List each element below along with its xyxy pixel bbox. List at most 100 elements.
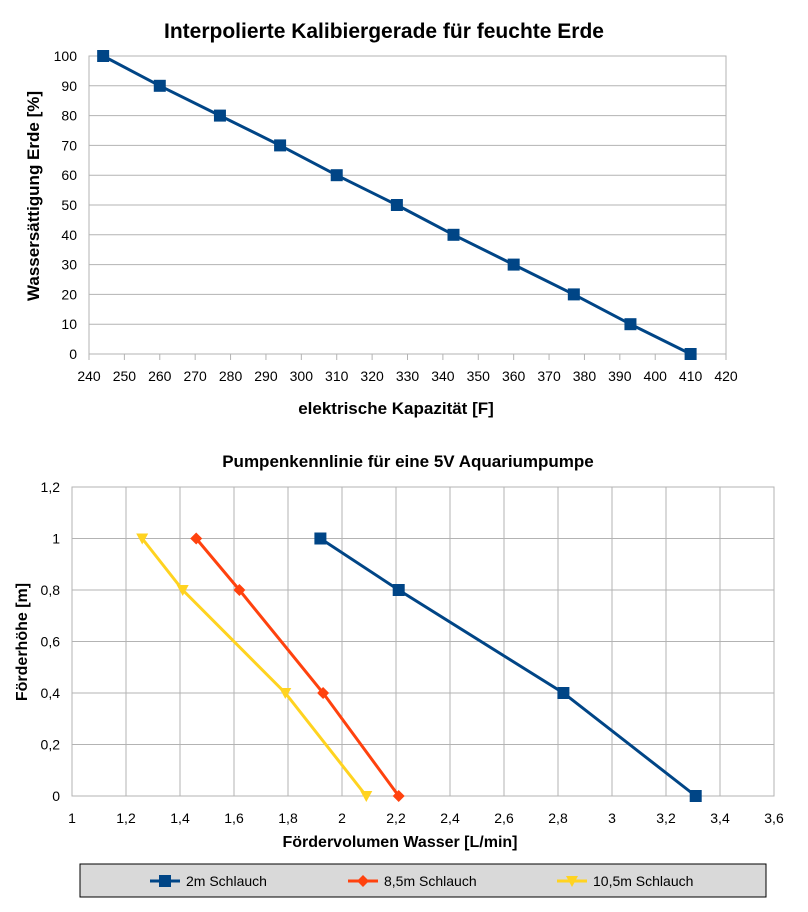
calibration-x-tick-label: 240 xyxy=(77,368,101,384)
pump-curve-x-tick-label: 3 xyxy=(608,810,616,826)
pump-curve-x-tick-label: 2,2 xyxy=(386,810,406,826)
calibration-x-tick-label: 400 xyxy=(644,368,668,384)
calibration-series-0-point xyxy=(567,288,580,301)
calibration-x-tick-label: 390 xyxy=(608,368,632,384)
pump-curve-gridlines xyxy=(71,486,775,797)
calibration-x-axis-title: elektrische Kapazität [F] xyxy=(298,399,494,418)
calibration-x-tick-label: 280 xyxy=(219,368,243,384)
pump-curve-y-tick-label: 0,4 xyxy=(41,685,61,701)
calibration-y-tick-label: 40 xyxy=(61,227,77,243)
calibration-y-tick-label: 10 xyxy=(61,316,77,332)
calibration-x-tick-label: 370 xyxy=(537,368,561,384)
pump-curve-legend: 2m Schlauch 8,5m Schlauch 10,5m Schlauch xyxy=(79,863,767,898)
legend-box xyxy=(79,863,767,898)
pump-curve-series-2-point xyxy=(176,585,189,596)
calibration-x-tick-label: 420 xyxy=(714,368,738,384)
pump-curve-series-0-point xyxy=(392,584,405,596)
pump-curve-series-1-line xyxy=(195,537,400,797)
pump-curve-x-tick-label: 1 xyxy=(68,810,76,826)
calibration-y-tick-labels: 0 10 20 30 40 50 60 70 80 90 100 xyxy=(54,48,78,362)
calibration-y-tick-label: 0 xyxy=(69,346,77,362)
pump-curve-x-tick-label: 1,6 xyxy=(224,810,244,826)
calibration-x-tick-label: 330 xyxy=(396,368,420,384)
pump-curve-x-tick-label: 2,8 xyxy=(548,810,568,826)
calibration-x-tick-label: 290 xyxy=(254,368,278,384)
legend-item-1-label: 8,5m Schlauch xyxy=(384,873,477,889)
calibration-y-axis-title: Wassersättigung Erde [%] xyxy=(24,91,43,301)
calibration-gridlines xyxy=(88,55,727,360)
calibration-y-tick-label: 90 xyxy=(61,78,77,94)
pump-curve-x-tick-label: 1,8 xyxy=(278,810,298,826)
pump-curve-series-2-line xyxy=(141,537,368,797)
pump-curve-series-1-point xyxy=(233,584,246,596)
legend-item-1-marker xyxy=(357,875,369,887)
calibration-series xyxy=(97,50,697,360)
calibration-y-tick-label: 20 xyxy=(61,286,77,302)
pump-curve-y-tick-label: 0,6 xyxy=(41,634,61,650)
calibration-x-tick-label: 410 xyxy=(679,368,703,384)
pump-curve-x-tick-label: 2,6 xyxy=(494,810,514,826)
pump-curve-x-tick-label: 1,2 xyxy=(116,810,136,826)
pump-curve-x-axis-title: Fördervolumen Wasser [L/min] xyxy=(283,834,518,851)
calibration-x-tick-label: 250 xyxy=(113,368,137,384)
pump-curve-plot-area xyxy=(71,486,775,797)
calibration-series-0-point xyxy=(213,109,226,122)
legend-item-0-marker xyxy=(159,875,171,887)
pump-curve-y-tick-label: 1,2 xyxy=(41,479,61,495)
calibration-series-0-point xyxy=(274,139,287,152)
pump-curve-series-0-point xyxy=(557,687,570,699)
pump-curve-series-2-point xyxy=(279,688,292,699)
calibration-chart: Interpolierte Kalibiergerade für feuchte… xyxy=(24,20,738,418)
pump-curve-x-tick-label: 3,4 xyxy=(710,810,730,826)
pump-curve-y-tick-label: 0 xyxy=(52,788,60,804)
calibration-series-0-point xyxy=(507,258,520,271)
pump-curve-x-tick-label: 2,4 xyxy=(440,810,460,826)
legend-item-2-label: 10,5m Schlauch xyxy=(593,873,693,889)
calibration-y-tick-label: 80 xyxy=(61,108,77,124)
legend-items: 2m Schlauch 8,5m Schlauch 10,5m Schlauch xyxy=(150,873,693,889)
pump-curve-series xyxy=(136,532,702,802)
pump-curve-series-1-point xyxy=(392,790,405,802)
pump-curve-chart: Pumpenkennlinie für eine 5V Aquariumpump… xyxy=(14,452,784,851)
calibration-series-0-point xyxy=(153,79,166,92)
calibration-x-tick-label: 320 xyxy=(360,368,384,384)
calibration-series-0-point xyxy=(97,50,110,62)
calibration-y-tick-label: 30 xyxy=(61,257,77,273)
pump-curve-series-2-point xyxy=(136,533,149,545)
calibration-x-tick-label: 270 xyxy=(183,368,207,384)
pump-curve-series-1-point xyxy=(317,687,330,699)
calibration-x-tick-labels: 240 250 260 270 280 290 300 310 320 330 340 350 360 3… xyxy=(77,368,738,384)
calibration-y-tick-label: 50 xyxy=(61,197,77,213)
pump-curve-series-1-point xyxy=(190,532,203,545)
calibration-series-0-point xyxy=(330,169,343,182)
pump-curve-y-tick-labels: 0 0,2 0,4 0,6 0,8 1 1,2 xyxy=(41,479,61,804)
pump-curve-y-tick-label: 0,2 xyxy=(41,737,61,753)
pump-curve-x-tick-label: 3,6 xyxy=(764,810,784,826)
pump-curve-x-tick-label: 2 xyxy=(338,810,346,826)
legend-item-2-marker xyxy=(566,876,578,887)
calibration-x-tick-label: 350 xyxy=(467,368,491,384)
calibration-y-tick-label: 70 xyxy=(61,137,77,153)
pump-curve-x-tick-label: 3,2 xyxy=(656,810,676,826)
pump-curve-y-tick-label: 1 xyxy=(52,531,60,547)
pump-curve-y-axis-title: Förderhöhe [m] xyxy=(14,583,31,701)
calibration-x-tick-label: 260 xyxy=(148,368,172,384)
calibration-series-0-point xyxy=(390,199,403,211)
pump-curve-series-0-point xyxy=(314,532,327,545)
calibration-x-tick-label: 340 xyxy=(431,368,455,384)
calibration-series-0-point xyxy=(624,318,637,331)
pump-curve-series-0-line xyxy=(319,537,697,798)
calibration-x-tick-label: 300 xyxy=(290,368,314,384)
pump-curve-chart-title: Pumpenkennlinie für eine 5V Aquariumpump… xyxy=(222,452,594,471)
pump-curve-x-tick-labels: 1 1,2 1,4 1,6 1,8 2 2,2 2,4 2,6 2,8 3 3,2 3,4 3,6 xyxy=(68,810,784,826)
calibration-x-tick-label: 310 xyxy=(325,368,349,384)
calibration-x-tick-label: 360 xyxy=(502,368,526,384)
calibration-series-0-point xyxy=(447,228,460,241)
calibration-chart-title: Interpolierte Kalibiergerade für feuchte… xyxy=(164,20,604,43)
pump-curve-x-tick-label: 1,4 xyxy=(170,810,190,826)
pump-curve-series-2-point xyxy=(360,791,373,802)
calibration-y-tick-label: 60 xyxy=(61,167,77,183)
pump-curve-y-tick-label: 0,8 xyxy=(41,582,61,598)
legend-item-0-label: 2m Schlauch xyxy=(186,873,267,889)
